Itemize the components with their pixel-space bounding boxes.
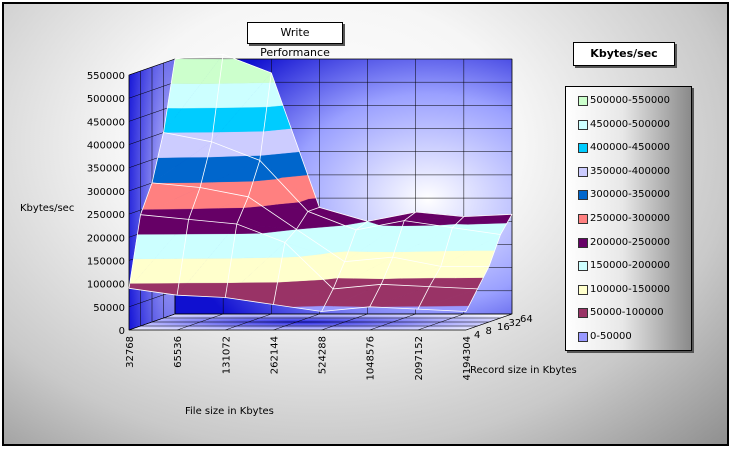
x-tick-label: 262144 — [269, 336, 280, 374]
surface-mesh-line — [140, 214, 478, 290]
legend-item: 50000-100000 — [578, 306, 693, 320]
legend-item: 450000-500000 — [578, 118, 693, 132]
y-tick-label: 4 — [474, 330, 480, 341]
z-tick-label: 200000 — [87, 233, 125, 244]
x-axis-label: File size in Kbytes — [185, 406, 274, 417]
z-tick-label: 450000 — [87, 117, 125, 128]
surface-mesh-line — [174, 53, 513, 222]
surface-mesh-line — [163, 132, 501, 235]
legend-label: 300000-350000 — [590, 189, 670, 201]
y-axis-label: Record size in Kbytes — [470, 365, 577, 376]
legend-label: 500000-550000 — [590, 95, 670, 106]
legend-title: Kbytes/sec — [573, 42, 675, 66]
surface-mesh-line — [321, 220, 368, 312]
x-tick-label: 65536 — [173, 336, 184, 368]
legend-swatch — [578, 96, 588, 106]
z-tick-label: 500000 — [87, 94, 125, 105]
legend-swatch — [578, 284, 588, 295]
surface-mesh-line — [128, 58, 176, 289]
x-tick-label: 4194304 — [462, 336, 473, 381]
legend-item: 350000-400000 — [578, 165, 693, 179]
legend-label: 250000-300000 — [590, 213, 670, 224]
z-tick-label: 300000 — [87, 187, 125, 198]
surface-mesh-line — [273, 207, 320, 305]
legend-label: 400000-450000 — [590, 142, 670, 154]
y-tick-label: 32 — [509, 318, 522, 329]
z-tick-label: 250000 — [87, 210, 125, 221]
y-tick-label: 16 — [497, 322, 510, 333]
legend-label: 200000-250000 — [590, 236, 670, 248]
legend-item: 150000-200000 — [578, 259, 693, 273]
z-tick-label: 550000 — [87, 71, 125, 82]
legend-label: 50000-100000 — [590, 307, 664, 319]
legend-swatch — [578, 261, 588, 272]
surface-mesh-line — [151, 182, 489, 267]
legend-item: 250000-300000 — [578, 212, 693, 226]
z-tick-label: 50000 — [93, 303, 125, 314]
legend-label: 450000-500000 — [590, 118, 670, 130]
legend-item: 0-50000 — [578, 330, 693, 344]
legend-label: 0-50000 — [590, 331, 632, 342]
legend-swatch — [578, 237, 588, 248]
x-tick-label: 131072 — [221, 336, 232, 374]
surface-band — [219, 58, 272, 84]
z-tick-label: 150000 — [87, 256, 125, 267]
legend-swatch — [578, 214, 588, 224]
surface-mesh-line — [417, 216, 465, 310]
y-tick-label: 8 — [486, 326, 492, 337]
legend-item: 200000-250000 — [578, 236, 693, 250]
x-tick-label: 1048576 — [366, 336, 377, 381]
legend-swatch — [578, 143, 588, 154]
legend-swatch — [578, 332, 588, 342]
z-tick-label: 400000 — [87, 141, 125, 152]
legend-item: 400000-450000 — [578, 141, 693, 155]
legend-label: 150000-200000 — [590, 260, 670, 272]
surface-mesh-line — [224, 72, 272, 298]
legend-swatch — [578, 190, 588, 201]
legend-swatch — [578, 308, 588, 319]
chart-title: Write Performance — [247, 22, 343, 59]
legend: 500000-550000 450000-500000 400000-450000 3… — [565, 86, 692, 351]
legend-item: 500000-550000 — [578, 94, 693, 108]
surface-mesh-line — [465, 214, 513, 312]
y-tick-label: 64 — [520, 314, 533, 325]
legend-swatch — [578, 119, 588, 130]
z-tick-label: 0 — [119, 326, 125, 337]
surface-mesh-line — [128, 287, 467, 312]
x-tick-label: 524288 — [318, 336, 329, 374]
legend-label: 350000-400000 — [590, 165, 670, 177]
surface-mesh-line — [369, 211, 416, 307]
legend-swatch — [578, 166, 588, 177]
z-tick-label: 350000 — [87, 164, 125, 175]
surface-mesh-line — [176, 54, 224, 296]
z-axis-label: Kbytes/sec — [20, 203, 74, 214]
x-tick-label: 32768 — [125, 336, 136, 368]
x-tick-label: 2097152 — [414, 336, 425, 381]
z-tick-label: 100000 — [87, 280, 125, 291]
legend-label: 100000-150000 — [590, 283, 670, 295]
legend-item: 300000-350000 — [578, 188, 693, 202]
legend-item: 100000-150000 — [578, 283, 693, 297]
